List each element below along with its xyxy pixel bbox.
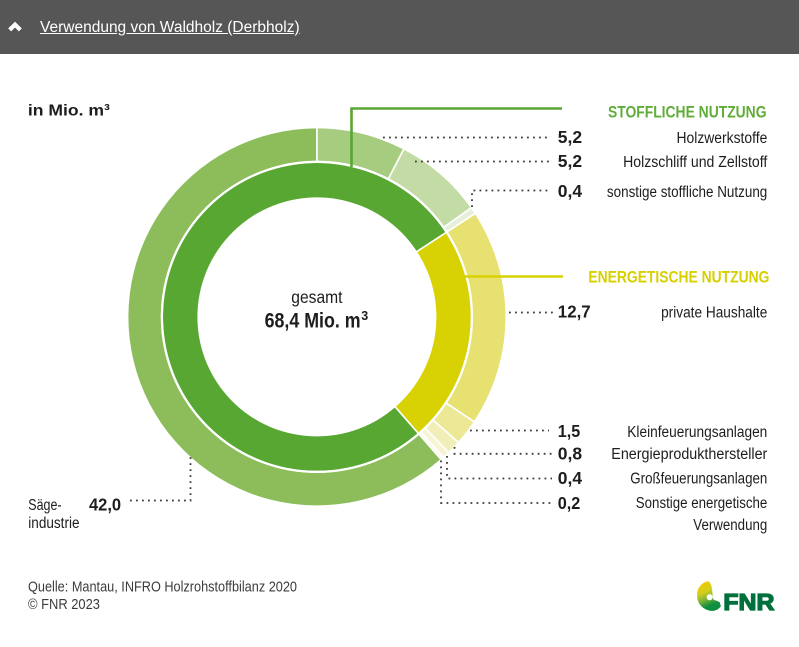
svg-text:Energieprodukthersteller: Energieprodukthersteller <box>611 446 767 463</box>
svg-text:3: 3 <box>361 309 368 323</box>
svg-text:0,4: 0,4 <box>558 181 583 201</box>
svg-text:STOFFLICHE NUTZUNG: STOFFLICHE NUTZUNG <box>608 103 767 121</box>
svg-text:5,2: 5,2 <box>558 127 583 147</box>
svg-text:Sonstige energetische: Sonstige energetische <box>636 495 768 512</box>
svg-text:Kleinfeuerungsanlagen: Kleinfeuerungsanlagen <box>627 424 767 441</box>
svg-text:0,4: 0,4 <box>558 468 583 488</box>
svg-text:Quelle: Mantau, INFRO Holzrohs: Quelle: Mantau, INFRO Holzrohstoffbilanz… <box>28 579 297 596</box>
svg-text:68,4 Mio. m: 68,4 Mio. m <box>265 309 361 333</box>
svg-text:12,7: 12,7 <box>558 301 591 321</box>
svg-text:© FNR 2023: © FNR 2023 <box>28 596 100 613</box>
svg-text:Verwendung: Verwendung <box>693 517 767 534</box>
svg-text:sonstige stoffliche Nutzung: sonstige stoffliche Nutzung <box>607 184 767 201</box>
svg-text:42,0: 42,0 <box>89 495 121 515</box>
svg-text:private Haushalte: private Haushalte <box>661 304 767 321</box>
svg-text:0,2: 0,2 <box>558 493 581 513</box>
svg-text:0,8: 0,8 <box>558 443 583 463</box>
svg-text:industrie: industrie <box>28 515 79 532</box>
svg-text:FNR: FNR <box>723 589 774 615</box>
svg-text:5,2: 5,2 <box>558 151 583 171</box>
svg-text:ENERGETISCHE NUTZUNG: ENERGETISCHE NUTZUNG <box>588 268 769 286</box>
svg-text:gesamt: gesamt <box>291 287 342 307</box>
svg-text:Säge-: Säge- <box>28 497 61 514</box>
svg-text:Holzschliff und Zellstoff: Holzschliff und Zellstoff <box>623 154 768 171</box>
svg-text:Großfeuerungsanlagen: Großfeuerungsanlagen <box>630 471 767 488</box>
svg-text:Holzwerkstoffe: Holzwerkstoffe <box>677 130 768 147</box>
svg-text:1,5: 1,5 <box>558 421 581 441</box>
svg-text:in Mio. m³: in Mio. m³ <box>28 103 110 120</box>
